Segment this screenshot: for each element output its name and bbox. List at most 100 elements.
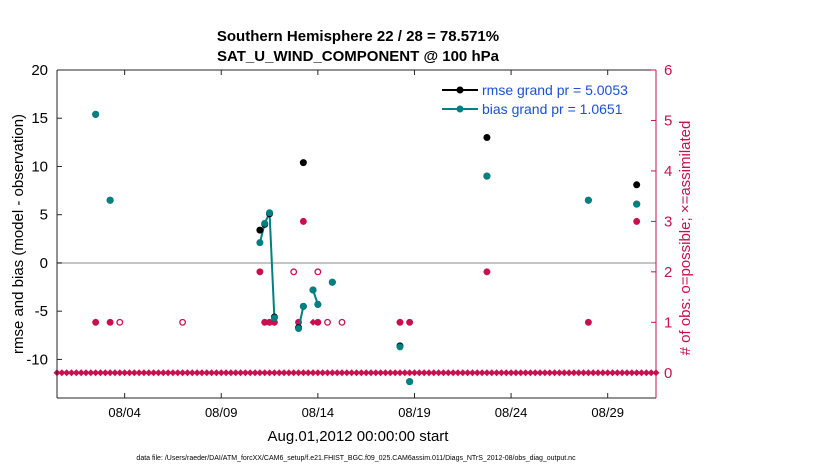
assimilated-obs-marker [246, 369, 254, 377]
y-axis-right-label: # of obs: o=possible; ×=assimilated [677, 121, 694, 356]
assimilated-obs-marker [319, 369, 327, 377]
y-right-tick-label: 6 [664, 62, 672, 79]
assimilated-obs-marker [106, 369, 114, 377]
chart-title: Southern Hemisphere 22 / 28 = 78.571% [217, 28, 499, 45]
assimilated-obs-marker [92, 369, 100, 377]
y-right-tick-label: 4 [664, 163, 672, 180]
assimilated-obs-marker [502, 369, 510, 377]
y-tick-label: -10 [26, 351, 48, 368]
assimilated-obs-marker [367, 369, 375, 377]
bias-point [106, 196, 114, 204]
assimilated-obs-marker [353, 369, 360, 377]
possible-obs-marker [314, 318, 322, 326]
assimilated-obs-marker [188, 369, 196, 377]
possible-obs-marker [256, 268, 264, 276]
legend-marker [456, 86, 464, 94]
assimilated-obs-marker [439, 369, 447, 377]
assimilated-obs-marker [459, 369, 467, 377]
y-axis-label: rmse and bias (model - observation) [10, 114, 27, 354]
assimilated-obs-marker [551, 369, 559, 377]
assimilated-obs-marker [280, 369, 288, 377]
possible-obs-marker [406, 318, 414, 326]
bias-point [483, 172, 491, 180]
assimilated-obs-marker [164, 369, 172, 377]
assimilated-obs-marker [241, 369, 249, 377]
assimilated-obs-marker [396, 369, 404, 377]
assimilated-obs-marker [449, 369, 457, 377]
assimilated-obs-marker [154, 369, 162, 377]
assimilated-obs-marker [541, 369, 549, 377]
assimilated-obs-marker [77, 369, 85, 377]
assimilated-obs-marker [183, 369, 191, 377]
assimilated-obs-marker [435, 369, 443, 377]
assimilated-obs-marker [613, 369, 621, 377]
bias-point [396, 343, 404, 351]
assimilated-obs-marker [193, 369, 201, 377]
assimilated-obs-marker [483, 369, 491, 377]
assimilated-obs-marker [309, 318, 317, 326]
possible-obs-marker [261, 318, 269, 326]
assimilated-obs-marker [555, 369, 563, 377]
assimilated-obs-marker [570, 369, 578, 377]
assimilated-obs-marker [415, 369, 423, 377]
assimilated-obs-marker [232, 369, 240, 377]
bias-line [258, 212, 276, 318]
assimilated-obs-marker [391, 369, 399, 377]
y-tick-label: 0 [40, 255, 48, 272]
legend-box [437, 76, 651, 118]
possible-obs-marker [314, 268, 322, 276]
assimilated-obs-marker [63, 369, 71, 377]
assimilated-obs-marker [517, 369, 525, 377]
assimilated-obs-marker [174, 369, 182, 377]
bias-point [299, 302, 307, 310]
y-right-tick-label: 3 [664, 213, 672, 230]
assimilated-obs-marker [473, 369, 481, 377]
assimilated-obs-marker [497, 369, 505, 377]
assimilated-obs-marker [623, 369, 631, 377]
footer-data-file: data file: /Users/raeder/DAI/ATM_forcXX/… [136, 455, 576, 462]
assimilated-obs-marker [526, 369, 534, 377]
bias-point [309, 286, 317, 294]
assimilated-obs-marker [531, 369, 539, 377]
assimilated-obs-marker [208, 369, 216, 377]
rmse-point [633, 181, 641, 189]
possible-obs-marker [116, 318, 124, 326]
assimilated-obs-marker [198, 369, 206, 377]
rmse-point [256, 226, 264, 234]
x-tick-label: 08/24 [495, 405, 528, 420]
assimilated-obs-marker [575, 369, 583, 377]
rmse-point [483, 134, 491, 142]
y-tick-label: 5 [40, 207, 48, 224]
assimilated-obs-marker [72, 369, 80, 377]
assimilated-obs-marker [130, 369, 138, 377]
y-tick-label: 10 [31, 158, 48, 175]
y-right-tick-label: 1 [664, 314, 672, 331]
assimilated-obs-marker [227, 369, 235, 377]
assimilated-obs-marker [121, 369, 129, 377]
assimilated-obs-marker [430, 369, 438, 377]
legend: rmse grand pr = 5.0053 bias grand pr = 1.… [437, 76, 651, 118]
assimilated-obs-marker [372, 369, 380, 377]
assimilated-obs-marker [536, 369, 544, 377]
assimilated-obs-marker [633, 369, 641, 377]
possible-obs-marker [179, 318, 187, 326]
possible-obs-marker [324, 318, 331, 326]
assimilated-obs-marker [594, 369, 602, 377]
assimilated-obs-marker [145, 369, 153, 377]
assimilated-obs-marker [67, 369, 75, 377]
bias-point [270, 314, 278, 322]
y-right-tick-label: 0 [664, 365, 672, 382]
legend-marker [456, 105, 464, 113]
assimilated-obs-marker [295, 369, 303, 377]
y-right-tick-label: 2 [664, 264, 672, 281]
chart-subtitle: SAT_U_WIND_COMPONENT @ 100 hPa [217, 48, 500, 65]
assimilated-obs-marker [343, 369, 351, 377]
assimilated-obs-marker [560, 369, 568, 377]
x-tick-label: 08/04 [108, 405, 141, 420]
bias-point [295, 325, 303, 333]
assimilated-obs-marker [468, 369, 476, 377]
bias-point [261, 219, 269, 227]
assimilated-obs-marker [580, 369, 588, 377]
assimilated-obs-marker [478, 369, 486, 377]
